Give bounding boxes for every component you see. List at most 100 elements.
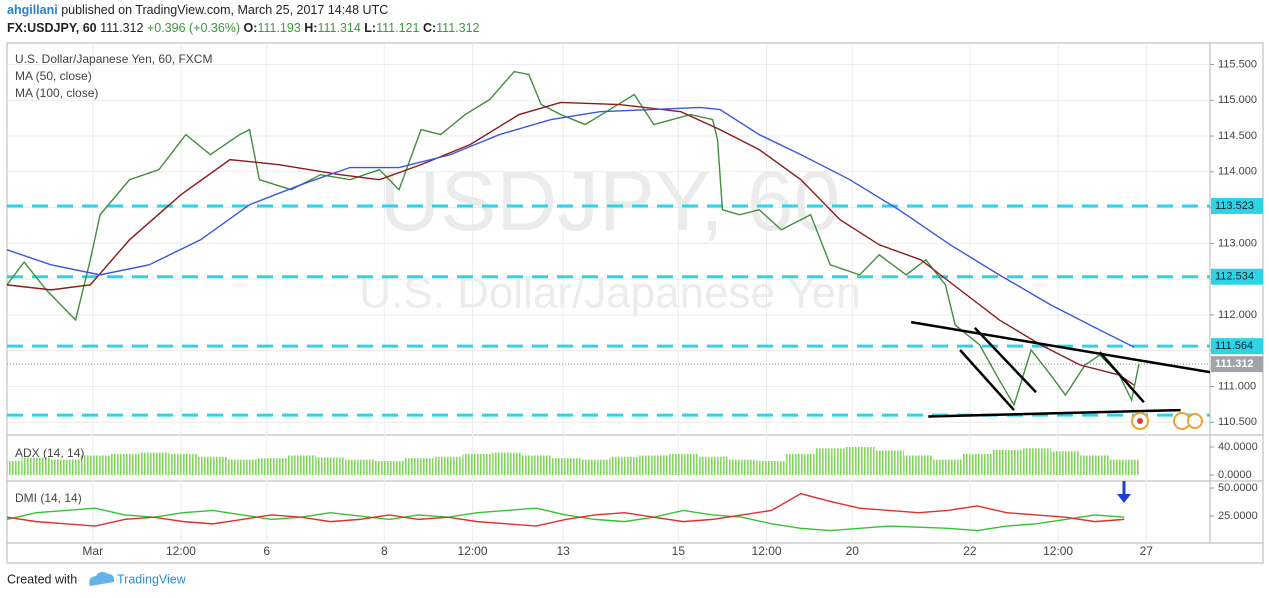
y-tick-label: 40.0000 (1218, 441, 1258, 453)
x-tick-label: 6 (263, 544, 270, 558)
y-tick-label: 111.000 (1218, 380, 1256, 392)
event-icons (1131, 412, 1203, 430)
series-line (7, 70, 1140, 407)
bar (80, 455, 110, 476)
series-line (7, 106, 1135, 348)
level-label-box (1211, 338, 1263, 355)
bar (962, 454, 992, 476)
footer: Created with TradingView (7, 571, 187, 586)
x-tick-label: 12:00 (752, 544, 782, 558)
y-tick-label: 113.000 (1218, 237, 1257, 249)
footer-text: Created with (7, 572, 77, 586)
bar (550, 458, 581, 476)
trendline (910, 320, 1210, 374)
chart-frame (6, 42, 1264, 564)
x-tick-label: 20 (846, 544, 860, 558)
symbol-line: FX:USDJPY, 60 111.312 +0.396 (+0.36%) O:… (7, 21, 480, 35)
level-label-box (1211, 197, 1263, 214)
ohlc-label: O: (244, 21, 258, 35)
bar (374, 461, 404, 476)
y-tick-label: 110.500 (1218, 416, 1257, 428)
level-label-box (1211, 268, 1263, 285)
y-tick-label: 0.0000 (1218, 469, 1252, 481)
ohlc-label: C: (423, 21, 436, 35)
legend-entry: U.S. Dollar/Japanese Yen, 60, FXCM (15, 52, 212, 66)
x-tick-label: 12:00 (458, 544, 488, 558)
x-tick-label: Mar (82, 544, 103, 558)
symbol: FX:USDJPY, 60 (7, 21, 97, 35)
event-dot (1137, 418, 1143, 424)
bar (786, 454, 816, 476)
ohlc-label: L: (364, 21, 376, 35)
bar (433, 456, 463, 476)
x-tick-label: 8 (381, 544, 388, 558)
y-tick-label: 115.500 (1218, 58, 1257, 70)
watermark: USDJPY, 60 (380, 154, 841, 248)
bar (844, 447, 875, 476)
last-price-label: 111.312 (1215, 358, 1254, 370)
y-tick-label: 114.000 (1218, 166, 1257, 178)
bar (933, 459, 963, 476)
ohlc-label: H: (304, 21, 317, 35)
bar (521, 455, 551, 476)
arrow-annotation (1117, 481, 1131, 503)
bar (874, 450, 904, 476)
y-tick-label: 25.0000 (1218, 510, 1258, 522)
price: 111.312 (100, 21, 143, 35)
brand-link[interactable]: TradingView (117, 572, 187, 586)
bar (668, 454, 698, 476)
published: published on TradingView.com, March 25, … (61, 3, 388, 17)
x-tick-label: 15 (672, 544, 686, 558)
change: +0.396 (+0.36%) (147, 21, 240, 35)
pane-title: DMI (14, 14) (15, 491, 82, 505)
legend-entry: MA (50, close) (15, 69, 92, 83)
bar (1021, 448, 1051, 476)
trendline (928, 408, 1181, 418)
bar (727, 459, 757, 476)
bar (639, 455, 669, 476)
arrow-head (1117, 494, 1131, 503)
bar (1080, 455, 1110, 476)
bar (1050, 451, 1081, 476)
level-label: 113.523 (1215, 200, 1254, 212)
pane-title: ADX (14, 14) (15, 446, 84, 460)
ohlc-value: 111.121 (376, 21, 419, 35)
x-tick-label: 12:00 (166, 544, 196, 558)
bar (697, 456, 728, 476)
x-tick-label: 12:00 (1043, 544, 1073, 558)
bar (580, 459, 610, 476)
series-line (7, 101, 1135, 386)
ohlc-value: 111.193 (257, 21, 300, 35)
bar (168, 454, 199, 476)
bar (756, 461, 787, 476)
y-tick-label: 112.000 (1218, 309, 1257, 321)
bar (991, 449, 1022, 476)
bar (227, 459, 257, 476)
bar (403, 458, 434, 476)
bar (462, 454, 493, 476)
bar (903, 455, 934, 476)
bar (256, 458, 287, 476)
event-icon (1187, 413, 1203, 429)
bar (1109, 459, 1139, 476)
ohlc-value: 111.314 (317, 21, 360, 35)
last-price-box (1211, 356, 1263, 373)
bar (492, 452, 522, 476)
y-tick-label: 115.000 (1218, 94, 1257, 106)
bar (109, 454, 140, 476)
bar (7, 461, 22, 476)
bar (21, 457, 52, 476)
author: ahgillani (7, 3, 58, 17)
bar (139, 452, 169, 476)
brand-logo[interactable] (89, 571, 115, 586)
trendline (1098, 351, 1145, 404)
bar (315, 457, 346, 476)
bar (345, 459, 375, 476)
bar (51, 459, 81, 476)
plot-layer: Mar 12:00 6 8 12:00 13 15 12:00 20 22 12:00 27 110.5… (7, 43, 1263, 558)
bar (609, 456, 640, 476)
x-tick-label: 27 (1140, 544, 1154, 558)
x-tick-label: 22 (963, 544, 977, 558)
bar (815, 448, 845, 476)
